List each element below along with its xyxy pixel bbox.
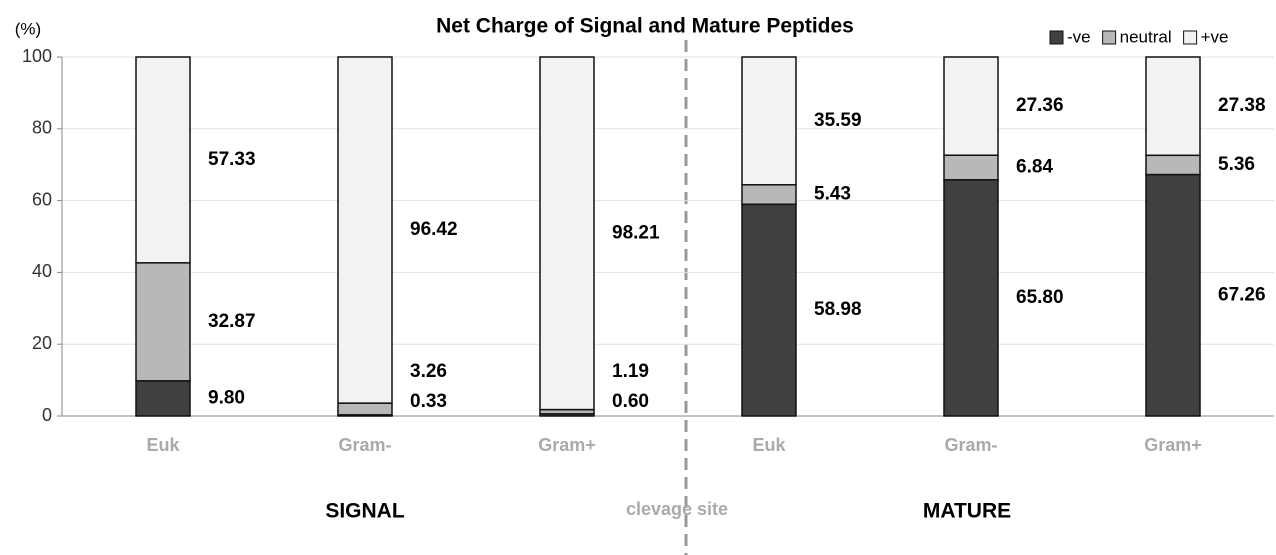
value-label: 1.19: [612, 361, 649, 382]
bar-segment: [741, 203, 797, 417]
value-label: 65.80: [1016, 287, 1064, 308]
value-label: 0.60: [612, 391, 649, 412]
value-label: 5.43: [814, 184, 851, 205]
annotation: clevage site: [626, 499, 728, 519]
y-tick-label: 100: [22, 46, 52, 66]
legend-swatch: [1102, 30, 1117, 45]
legend-swatch: [1183, 30, 1198, 45]
bar-segment: [1145, 56, 1201, 157]
value-label: 96.42: [410, 219, 458, 240]
legend-label: +ve: [1201, 27, 1229, 46]
value-label: 98.21: [612, 222, 660, 243]
value-label: 32.87: [208, 311, 256, 332]
bar-segment: [943, 179, 999, 417]
value-label: 5.36: [1218, 154, 1255, 175]
bar-segment: [135, 56, 191, 264]
bar-segment: [1145, 173, 1201, 417]
bar-segment: [1145, 154, 1201, 176]
y-tick-label: 60: [32, 189, 52, 209]
x-tick-label: Gram-: [944, 435, 997, 455]
bar-segment: [135, 262, 191, 382]
y-axis-label: (%): [15, 19, 41, 38]
value-label: 27.36: [1016, 95, 1064, 116]
value-label: 6.84: [1016, 157, 1053, 178]
bar-segment: [943, 56, 999, 156]
legend-swatch: [1049, 30, 1064, 45]
x-tick-label: Euk: [752, 435, 786, 455]
y-tick-label: 40: [32, 261, 52, 281]
bar-segment: [741, 56, 797, 186]
legend-label: -ve: [1067, 27, 1091, 46]
x-tick-label: Gram-: [338, 435, 391, 455]
group-label: SIGNAL: [325, 500, 405, 523]
bar-segment: [337, 56, 393, 404]
value-label: 9.80: [208, 387, 245, 408]
x-tick-label: Gram+: [538, 435, 596, 455]
value-label: 67.26: [1218, 284, 1266, 305]
value-label: 3.26: [410, 361, 447, 382]
y-tick-label: 0: [42, 405, 52, 425]
y-tick-label: 80: [32, 118, 52, 138]
bar-segment: [943, 154, 999, 181]
chart-title: Net Charge of Signal and Mature Peptides: [436, 15, 854, 38]
value-label: 57.33: [208, 149, 256, 170]
value-label: 58.98: [814, 299, 862, 320]
bar-segment: [539, 56, 595, 411]
bar-segment: [741, 184, 797, 206]
legend-label: neutral: [1120, 27, 1172, 46]
value-label: 0.33: [410, 391, 447, 412]
value-label: 35.59: [814, 110, 862, 131]
x-tick-label: Euk: [146, 435, 180, 455]
bar-segment: [135, 380, 191, 417]
y-tick-label: 20: [32, 333, 52, 353]
group-label: MATURE: [923, 500, 1011, 523]
value-label: 27.38: [1218, 95, 1266, 116]
bar-segment: [337, 402, 393, 416]
x-tick-label: Gram+: [1144, 435, 1202, 455]
